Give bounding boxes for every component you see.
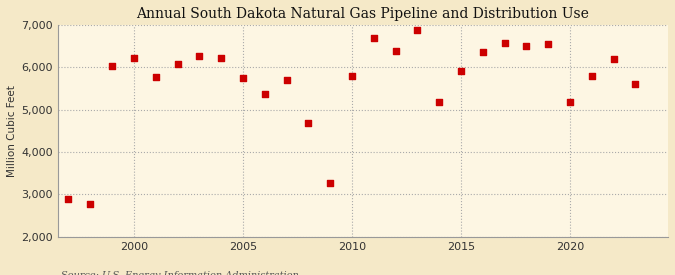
Point <box>543 42 554 46</box>
Point <box>412 28 423 32</box>
Point <box>194 54 205 58</box>
Point <box>608 57 619 61</box>
Point <box>369 36 379 41</box>
Point <box>521 44 532 49</box>
Point <box>325 181 335 185</box>
Point <box>151 74 161 79</box>
Y-axis label: Million Cubic Feet: Million Cubic Feet <box>7 85 17 177</box>
Text: Source: U.S. Energy Information Administration: Source: U.S. Energy Information Administ… <box>61 271 298 275</box>
Point <box>281 78 292 82</box>
Point <box>499 40 510 45</box>
Point <box>390 48 401 53</box>
Point <box>564 100 575 104</box>
Point <box>216 56 227 60</box>
Title: Annual South Dakota Natural Gas Pipeline and Distribution Use: Annual South Dakota Natural Gas Pipeline… <box>136 7 589 21</box>
Point <box>63 196 74 201</box>
Point <box>259 92 270 96</box>
Point <box>172 62 183 66</box>
Point <box>630 82 641 86</box>
Point <box>303 121 314 125</box>
Point <box>477 50 488 54</box>
Point <box>128 55 139 60</box>
Point <box>85 202 96 206</box>
Point <box>346 73 357 78</box>
Point <box>456 69 466 74</box>
Point <box>434 100 445 104</box>
Point <box>587 74 597 78</box>
Point <box>238 76 248 80</box>
Point <box>107 64 117 68</box>
